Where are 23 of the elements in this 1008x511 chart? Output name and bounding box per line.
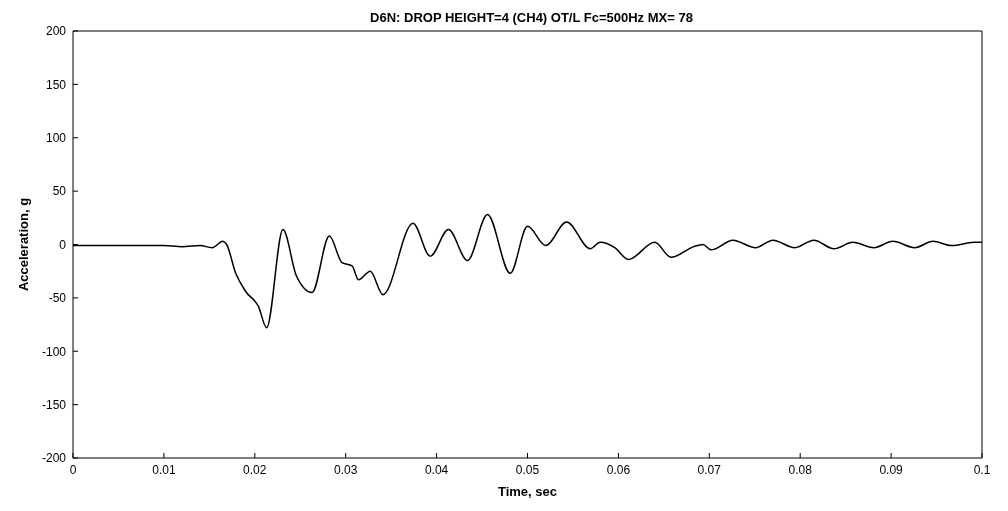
- x-tick-label: 0.05: [515, 462, 540, 477]
- y-tick-label: 200: [45, 24, 67, 39]
- x-tick-label: 0.07: [697, 462, 722, 477]
- y-axis-title: Acceleration, g: [15, 197, 31, 292]
- x-tick-label: 0.1: [973, 462, 991, 477]
- chart-title: D6N: DROP HEIGHT=4 (CH4) OT/L Fc=500Hz MX= 78: [369, 10, 694, 25]
- y-tick-label: -50: [48, 291, 67, 306]
- y-tick-label: 100: [45, 131, 67, 146]
- y-tick-label: -150: [41, 397, 67, 412]
- y-tick-label: 0: [59, 237, 67, 252]
- x-tick-label: 0.04: [424, 462, 449, 477]
- x-tick-label: 0.06: [606, 462, 631, 477]
- y-tick-label: 150: [45, 77, 67, 92]
- x-tick-label: 0.09: [879, 462, 904, 477]
- y-tick-label: -100: [41, 344, 67, 359]
- x-tick-label: 0.01: [152, 462, 176, 477]
- x-axis-title: Time, sec: [497, 484, 558, 499]
- x-tick-label: 0.02: [243, 462, 267, 477]
- y-tick-label: -200: [41, 451, 67, 466]
- x-tick-label: 0: [69, 462, 77, 477]
- x-tick-label: 0.08: [788, 462, 813, 477]
- y-tick-label: 50: [52, 184, 67, 199]
- x-tick-label: 0.03: [334, 462, 358, 477]
